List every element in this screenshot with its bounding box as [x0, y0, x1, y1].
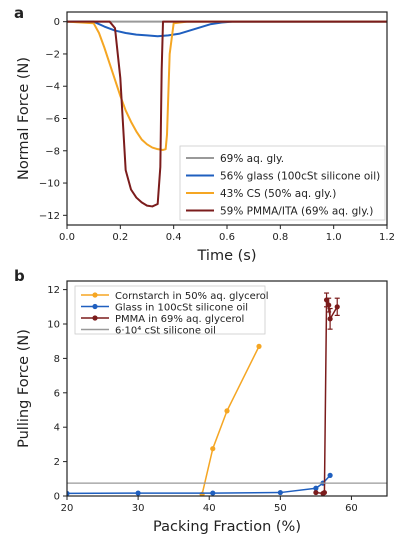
- y-tick-label: −10: [39, 179, 60, 190]
- panel-label: a: [14, 4, 24, 22]
- y-tick-label: 2: [54, 457, 60, 468]
- series-glass-in-100cst-silicone-oil-line: [67, 474, 331, 495]
- legend-label: 59% PMMA/ITA (69% aq. gly.): [220, 205, 373, 217]
- y-tick-label: 12: [47, 285, 60, 296]
- y-tick-label: −6: [45, 114, 60, 125]
- series-glass-in-100cst-silicone-oil-point: [327, 472, 333, 478]
- y-tick-label: −8: [45, 146, 60, 157]
- series-cornstarch-in-50-aq-glycerol-point: [224, 408, 230, 414]
- x-tick-label: 0.2: [112, 232, 128, 243]
- series-cornstarch-in-50-aq-glycerol-point: [210, 446, 216, 452]
- panel-label: b: [14, 267, 25, 285]
- series-glass-in-100cst-silicone-oil-point: [313, 485, 319, 491]
- series-pmma-in-69-aq-glycerol-point: [321, 489, 328, 496]
- y-axis-label: Pulling Force (N): [16, 329, 32, 448]
- x-tick-label: 1.2: [379, 232, 395, 243]
- x-tick-label: 50: [274, 503, 287, 514]
- legend-label: 43% CS (50% aq. gly.): [220, 188, 336, 200]
- x-tick-label: 20: [61, 503, 74, 514]
- plot-area: [67, 292, 387, 496]
- chart-b-pulling-force: 20 30 40 50 60 0 2 4 6 8 10 12 Packing Fraction (%) P…: [14, 267, 388, 535]
- y-tick-label: 0: [54, 492, 60, 503]
- legend: 69% aq. gly. 56% glass (100cSt silicone o…: [179, 145, 386, 221]
- y-tick-label: −4: [45, 82, 60, 93]
- x-tick-label: 40: [203, 503, 216, 514]
- x-axis-label: Packing Fraction (%): [153, 519, 301, 535]
- y-tick-label: 6: [54, 388, 60, 399]
- y-tick-label: −12: [39, 211, 60, 222]
- x-axis-label: Time (s): [197, 248, 257, 264]
- series-pmma-in-69-aq-glycerol-line: [315, 299, 338, 495]
- series-glass-in-100cst-silicone-oil-point: [277, 489, 283, 496]
- x-tick-label: 0.0: [59, 232, 75, 243]
- series-glass-in-100cst-silicone-oil-point: [67, 490, 70, 496]
- y-tick-label: 10: [47, 320, 60, 331]
- x-tick-label: 0.4: [166, 232, 182, 243]
- x-tick-label: 60: [345, 503, 358, 514]
- legend-marker: [92, 303, 98, 310]
- legend-label: Glass in 100cSt silicone oil: [115, 302, 248, 313]
- series-pmma-in-69-aq-glycerol-point: [334, 304, 340, 310]
- legend-box: [179, 145, 386, 221]
- plot-frame: [66, 11, 388, 226]
- series-pmma-in-69-aq-glycerol-point: [327, 316, 333, 322]
- series-pmma-in-69-aq-glycerol-point: [326, 302, 332, 308]
- series-pmma-in-69-aq-glycerol-point: [313, 489, 319, 496]
- y-tick-label: 0: [54, 17, 60, 28]
- plot-area: [67, 20, 387, 208]
- legend-label: 69% aq. gly.: [220, 153, 284, 165]
- x-tick-label: 1.0: [326, 232, 342, 243]
- legend-label: 56% glass (100cSt silicone oil): [220, 170, 380, 182]
- x-tick-label: 0.8: [272, 232, 288, 243]
- chart-a-normal-force: 0.0 0.2 0.4 0.6 0.8 1.0 1.2 0 −2 −4 −6 −8 −10 −12 Time…: [14, 4, 395, 264]
- x-tick-label: 30: [132, 503, 145, 514]
- y-axis-label: Normal Force (N): [16, 57, 32, 180]
- x-tick-label: 0.6: [219, 232, 235, 243]
- legend-label: 6·10⁴ cSt silicone oil: [115, 325, 216, 336]
- series-glass-in-100cst-silicone-oil-point: [210, 490, 216, 496]
- y-tick-label: 4: [54, 423, 60, 434]
- legend-box: [74, 285, 266, 335]
- series-cornstarch-in-50-aq-glycerol-point: [256, 343, 262, 349]
- y-tick-label: 8: [54, 354, 60, 365]
- plot-frame: [66, 280, 388, 497]
- series-cornstarch-in-50-aq-glycerol-line: [201, 346, 260, 495]
- y-tick-label: −2: [45, 49, 60, 60]
- series-43-cs-50-aq-gly-line: [67, 20, 387, 151]
- legend-marker: [92, 292, 98, 298]
- series-glass-in-100cst-silicone-oil-point: [135, 490, 141, 496]
- series-59-pmma-ita-69-aq-gly-line: [67, 20, 387, 208]
- legend-marker: [92, 315, 98, 321]
- legend-label: Cornstarch in 50% aq. glycerol: [115, 291, 269, 302]
- legend-label: PMMA in 69% aq. glycerol: [115, 314, 244, 325]
